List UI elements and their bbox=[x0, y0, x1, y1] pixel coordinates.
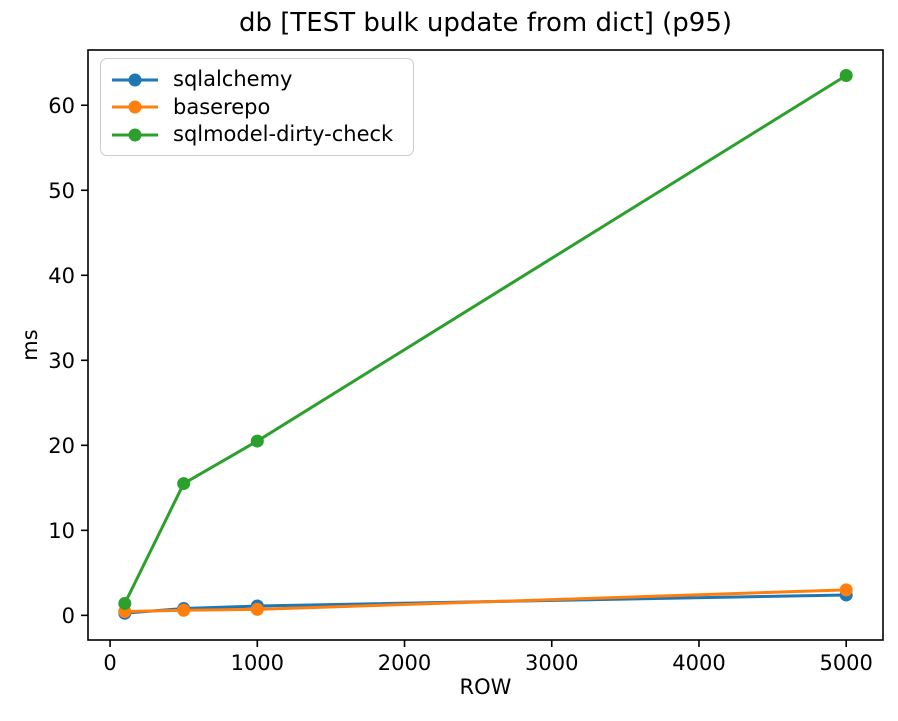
x-tick-label: 2000 bbox=[378, 651, 431, 675]
axes-spines bbox=[87, 49, 884, 641]
chart-title: db [TEST bulk update from dict] (p95) bbox=[238, 8, 733, 38]
data-point-sqlmodel-dirty-check bbox=[839, 69, 853, 83]
legend-item: sqlalchemy bbox=[110, 66, 403, 93]
data-point-baserepo bbox=[839, 583, 853, 597]
legend-marker bbox=[128, 128, 142, 141]
data-point-baserepo bbox=[177, 603, 191, 617]
legend-item: baserepo bbox=[110, 94, 403, 121]
x-tick-label: 5000 bbox=[819, 651, 872, 675]
y-tick-label: 60 bbox=[48, 94, 75, 118]
x-axis-label: ROW bbox=[459, 675, 512, 699]
y-tick-label: 50 bbox=[48, 179, 75, 203]
x-tick-label: 0 bbox=[103, 651, 116, 675]
y-tick-label: 20 bbox=[48, 434, 75, 458]
series-line-sqlmodel-dirty-check bbox=[123, 74, 847, 605]
legend-swatch-baserepo bbox=[112, 100, 158, 114]
y-tick-label: 10 bbox=[48, 519, 75, 543]
legend-swatch-sqlalchemy bbox=[112, 73, 158, 86]
data-point-sqlmodel-dirty-check bbox=[250, 434, 264, 448]
legend-item: sqlmodel-dirty-check bbox=[110, 121, 403, 148]
y-tick-label: 0 bbox=[62, 604, 75, 628]
x-tick-label: 3000 bbox=[525, 651, 578, 675]
x-tick-label: 1000 bbox=[231, 651, 284, 675]
y-tick-label: 40 bbox=[48, 264, 75, 288]
x-tick-label: 4000 bbox=[672, 651, 725, 675]
legend-marker bbox=[128, 100, 142, 114]
data-point-sqlmodel-dirty-check bbox=[177, 477, 191, 491]
legend: sqlalchemy baserepo sqlmodel-dirty-check bbox=[100, 58, 414, 156]
y-tick-label: 30 bbox=[48, 349, 75, 373]
legend-marker bbox=[128, 73, 142, 86]
data-point-baserepo bbox=[250, 602, 264, 616]
series-line-baserepo bbox=[124, 588, 847, 614]
legend-label: sqlmodel-dirty-check bbox=[173, 122, 394, 146]
legend-swatch-sqlmodel-dirty-check bbox=[112, 128, 158, 141]
data-point-sqlmodel-dirty-check bbox=[118, 596, 132, 610]
legend-label: sqlalchemy bbox=[173, 67, 293, 91]
legend-label: baserepo bbox=[173, 94, 271, 119]
y-axis-label: ms bbox=[18, 329, 42, 361]
